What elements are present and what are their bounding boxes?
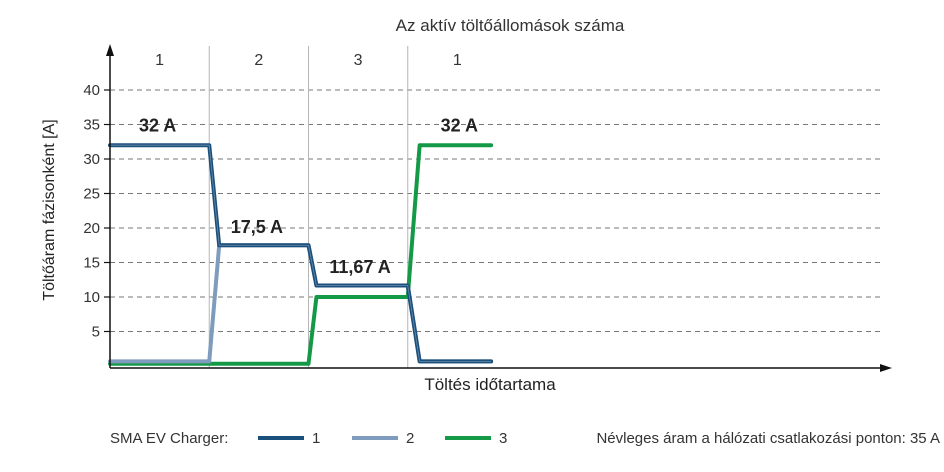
y-tick-label: 20 [83,220,100,237]
annotation-label: 32 A [441,115,478,135]
grid [110,89,884,332]
y-axis-arrow [106,44,114,56]
y-tick-label: 25 [83,186,100,203]
section-labels: 1 2 3 1 [155,52,462,69]
x-axis-arrow [880,364,892,372]
annotation-label: 32 A [139,115,176,135]
legend-prefix: SMA EV Charger: [110,430,228,447]
section-label: 2 [254,52,263,69]
legend-note: Névleges áram a hálózati csatlakozási po… [596,430,940,447]
legend-entry-label: 1 [312,430,320,447]
chart-title: Az aktív töltőállomások száma [396,16,625,35]
series-lines [108,143,494,366]
annotation-label: 11,67 A [329,257,390,277]
legend-entry-label: 2 [406,430,414,447]
annotation-label: 17,5 A [231,217,283,237]
axes [106,44,892,372]
y-tick-label: 10 [83,289,100,306]
y-tick-label: 30 [83,151,100,168]
y-tick-label: 40 [83,82,100,99]
y-ticks: 5 10 15 20 25 30 35 40 [83,82,110,341]
y-tick-label: 15 [83,255,100,272]
y-axis-label: Töltőáram fázisonként [A] [41,119,58,300]
section-label: 1 [453,52,462,69]
section-label: 3 [354,52,363,69]
section-dividers [208,46,409,368]
x-axis-label: Töltés időtartama [424,375,556,394]
legend: SMA EV Charger: 1 2 3 Névleges áram a háló… [110,430,940,447]
legend-entry-label: 3 [499,430,507,447]
section-label: 1 [155,52,164,69]
y-tick-label: 5 [92,324,100,341]
series-line-3 [108,143,494,366]
series-line-highlight [110,144,492,362]
series-line-1 [108,143,494,364]
annotations: 32 A 17,5 A 11,67 A 32 A [139,115,478,276]
y-tick-label: 35 [83,117,100,134]
